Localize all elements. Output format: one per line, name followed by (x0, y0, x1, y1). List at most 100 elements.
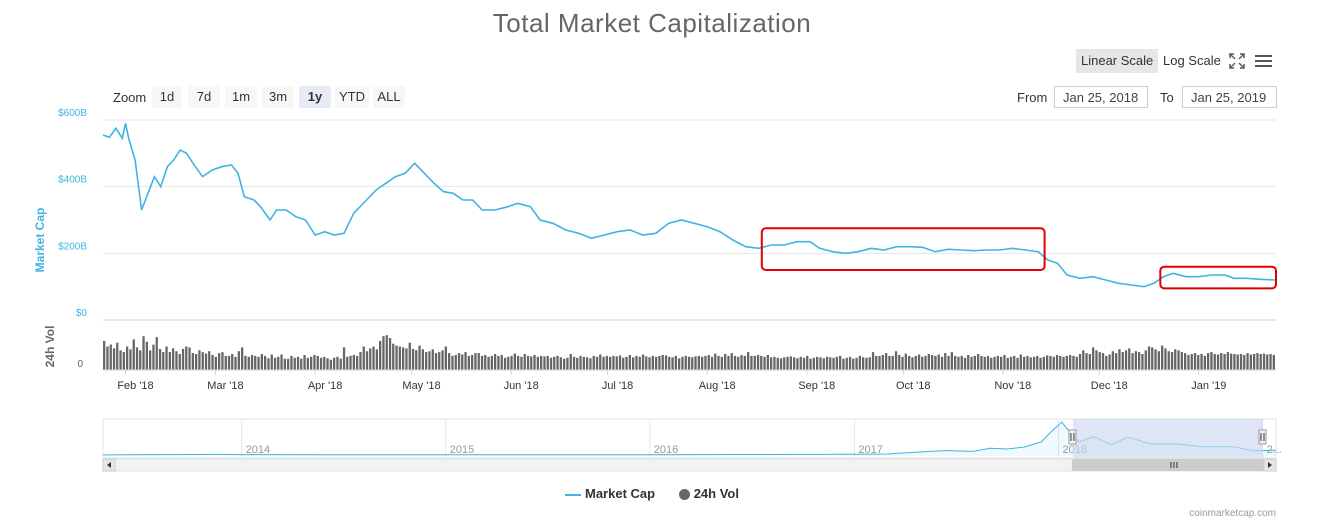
volume-bar (1230, 353, 1233, 370)
volume-bar (572, 356, 576, 370)
volume-bar (277, 356, 280, 370)
zoom-3m-button[interactable]: 3m (262, 86, 294, 108)
volume-bar (346, 356, 349, 370)
volume-bar (129, 349, 132, 370)
volume-bar (950, 352, 953, 370)
volume-bar (934, 355, 937, 370)
volume-bar (691, 357, 694, 370)
volume-bar (1019, 354, 1022, 370)
volume-bar (1151, 347, 1154, 370)
volume-bar (947, 355, 950, 370)
legend-item-market-cap[interactable]: Market Cap (565, 486, 655, 501)
volume-bar (743, 355, 746, 370)
volume-bar (356, 355, 359, 370)
volume-bar (1246, 353, 1249, 370)
volume-bar (1036, 355, 1039, 370)
volume-bar (480, 355, 484, 370)
volume-bar (382, 336, 385, 370)
volume-bar (773, 356, 776, 370)
volume-bar (112, 348, 116, 370)
volume-bar (175, 351, 178, 370)
volume-bar (349, 355, 352, 370)
volume-bar (881, 355, 884, 370)
volume-bar (1003, 355, 1006, 370)
navigator-year-label: 2015 (450, 444, 474, 456)
volume-bar (313, 355, 316, 370)
zoom-7d-button[interactable]: 7d (188, 86, 220, 108)
volume-bar (474, 353, 477, 370)
volume-bar (273, 357, 277, 370)
volume-bar (806, 355, 809, 370)
volume-bar (287, 358, 290, 370)
volume-bar (1272, 355, 1275, 370)
volume-bar (954, 355, 957, 370)
volume-bar (461, 354, 464, 370)
volume-bar (724, 354, 727, 370)
zoom-1d-button[interactable]: 1d (152, 86, 182, 108)
zoom-1m-button[interactable]: 1m (225, 86, 257, 108)
legend-item-24h-vol[interactable]: 24h Vol (678, 486, 739, 501)
volume-bar (1170, 352, 1174, 370)
volume-bar (162, 352, 165, 370)
volume-bar (668, 356, 671, 370)
volume-bar (1266, 354, 1269, 370)
volume-bar (1226, 352, 1229, 370)
volume-bar (336, 356, 339, 370)
volume-bar (342, 347, 346, 370)
volume-bar (415, 350, 418, 370)
volume-bar (392, 343, 395, 370)
volume-bar (678, 358, 681, 371)
volume-bar (622, 357, 625, 370)
volume-bar (586, 357, 589, 370)
volume-bar (592, 355, 595, 370)
volume-bar (181, 348, 185, 371)
navigator-right-handle[interactable] (1258, 429, 1267, 445)
volume-bar (1236, 354, 1239, 370)
volume-bar (1157, 351, 1160, 370)
volume-bar (385, 335, 388, 370)
volume-bar (632, 357, 635, 370)
zoom-ytd-button[interactable]: YTD (335, 86, 369, 108)
volume-bar (1023, 356, 1026, 370)
volume-bar (402, 347, 405, 370)
volume-bar (618, 355, 622, 370)
volume-bar (993, 356, 996, 370)
highlight-box (1159, 265, 1278, 290)
volume-bar (579, 355, 582, 370)
volume-bar (681, 356, 684, 370)
hamburger-menu-icon[interactable] (1255, 52, 1272, 70)
volume-bar (957, 356, 960, 370)
volume-bar (434, 353, 438, 370)
volume-bar (911, 357, 914, 370)
volume-bar (116, 342, 119, 370)
volume-bar (845, 357, 848, 370)
volume-bar (973, 355, 976, 370)
volume-bar (921, 356, 924, 370)
to-date-input[interactable]: Jan 25, 2019 (1182, 86, 1277, 108)
volume-bar (323, 356, 326, 370)
legend-24h-vol-label: 24h Vol (693, 486, 739, 501)
volume-bar (1161, 345, 1164, 370)
volume-bar (901, 356, 904, 370)
volume-bar (155, 337, 158, 370)
zoom-1y-button[interactable]: 1y (299, 86, 331, 108)
navigator-left-handle[interactable] (1068, 429, 1077, 445)
linear-scale-button[interactable]: Linear Scale (1076, 49, 1159, 73)
zoom-all-button[interactable]: ALL (373, 86, 405, 108)
from-date-input[interactable]: Jan 25, 2018 (1054, 86, 1148, 108)
volume-bar (211, 355, 214, 370)
volume-bar (1026, 355, 1029, 370)
volume-bar (914, 355, 917, 370)
log-scale-button[interactable]: Log Scale (1163, 53, 1221, 68)
volume-bar (411, 348, 415, 371)
fullscreen-icon[interactable] (1229, 53, 1245, 69)
volume-bar (1262, 353, 1266, 370)
volume-bar (191, 353, 194, 370)
credit-link[interactable]: coinmarketcap.com (1189, 508, 1276, 519)
volume-bar (264, 355, 267, 370)
volume-bar (244, 355, 247, 370)
volume-bar (694, 356, 697, 370)
volume-bar (645, 356, 648, 370)
volume-bar (990, 357, 993, 370)
volume-bar (556, 355, 559, 370)
